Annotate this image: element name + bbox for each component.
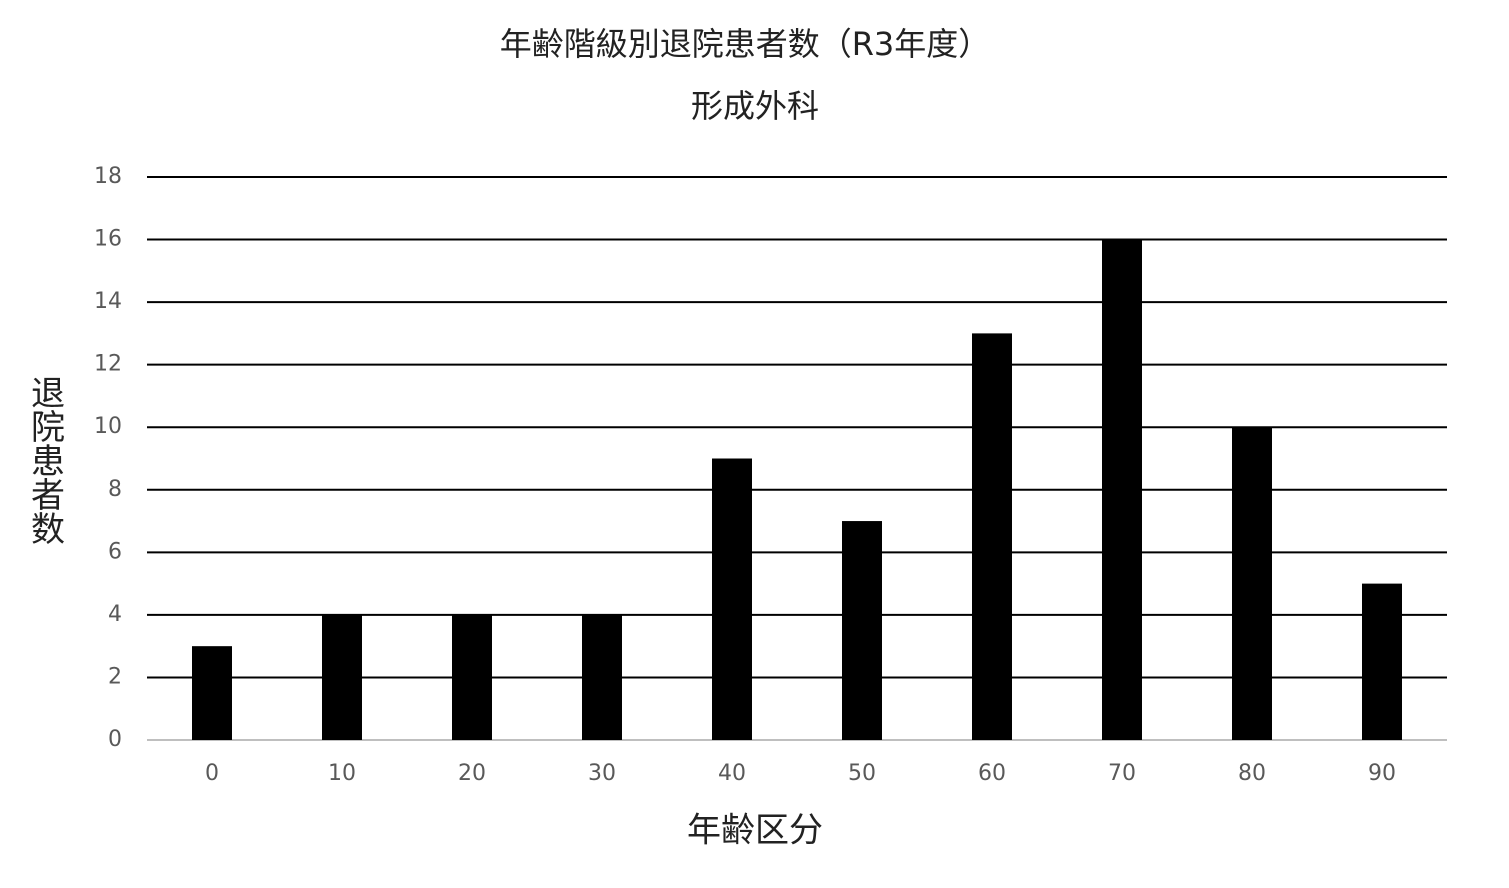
x-tick-label: 60	[978, 761, 1006, 786]
bar	[192, 646, 232, 740]
bar	[842, 521, 882, 740]
bar	[452, 614, 492, 740]
y-tick-label: 18	[94, 164, 122, 189]
chart-subtitle: 形成外科	[691, 87, 819, 125]
x-axis-title: 年齢区分	[687, 811, 823, 851]
x-tick-label: 90	[1368, 761, 1396, 786]
bar	[1102, 239, 1142, 741]
y-tick-label: 16	[94, 227, 122, 252]
bar	[582, 614, 622, 740]
y-tick-label: 6	[108, 539, 122, 564]
bar	[712, 458, 752, 740]
y-tick-label: 8	[108, 477, 122, 502]
y-tick-label: 14	[94, 289, 122, 314]
x-tick-label: 50	[848, 761, 876, 786]
y-tick-label: 0	[108, 727, 122, 752]
y-tick-label: 10	[94, 414, 122, 439]
x-tick-label: 40	[718, 761, 746, 786]
x-tick-label: 10	[328, 761, 356, 786]
bar	[1232, 427, 1272, 740]
y-tick-label: 12	[94, 352, 122, 377]
x-tick-label: 70	[1108, 761, 1136, 786]
y-tick-label: 4	[108, 602, 122, 627]
bar	[322, 614, 362, 740]
y-axis-title: 退院患者数	[25, 375, 65, 545]
bar	[972, 333, 1012, 740]
x-tick-label: 0	[205, 761, 219, 786]
y-tick-label: 2	[108, 664, 122, 689]
x-tick-label: 20	[458, 761, 486, 786]
chart-title: 年齢階級別退院患者数（R3年度）	[500, 25, 991, 63]
x-tick-label: 80	[1238, 761, 1266, 786]
bar	[1362, 583, 1402, 740]
x-tick-label: 30	[588, 761, 616, 786]
